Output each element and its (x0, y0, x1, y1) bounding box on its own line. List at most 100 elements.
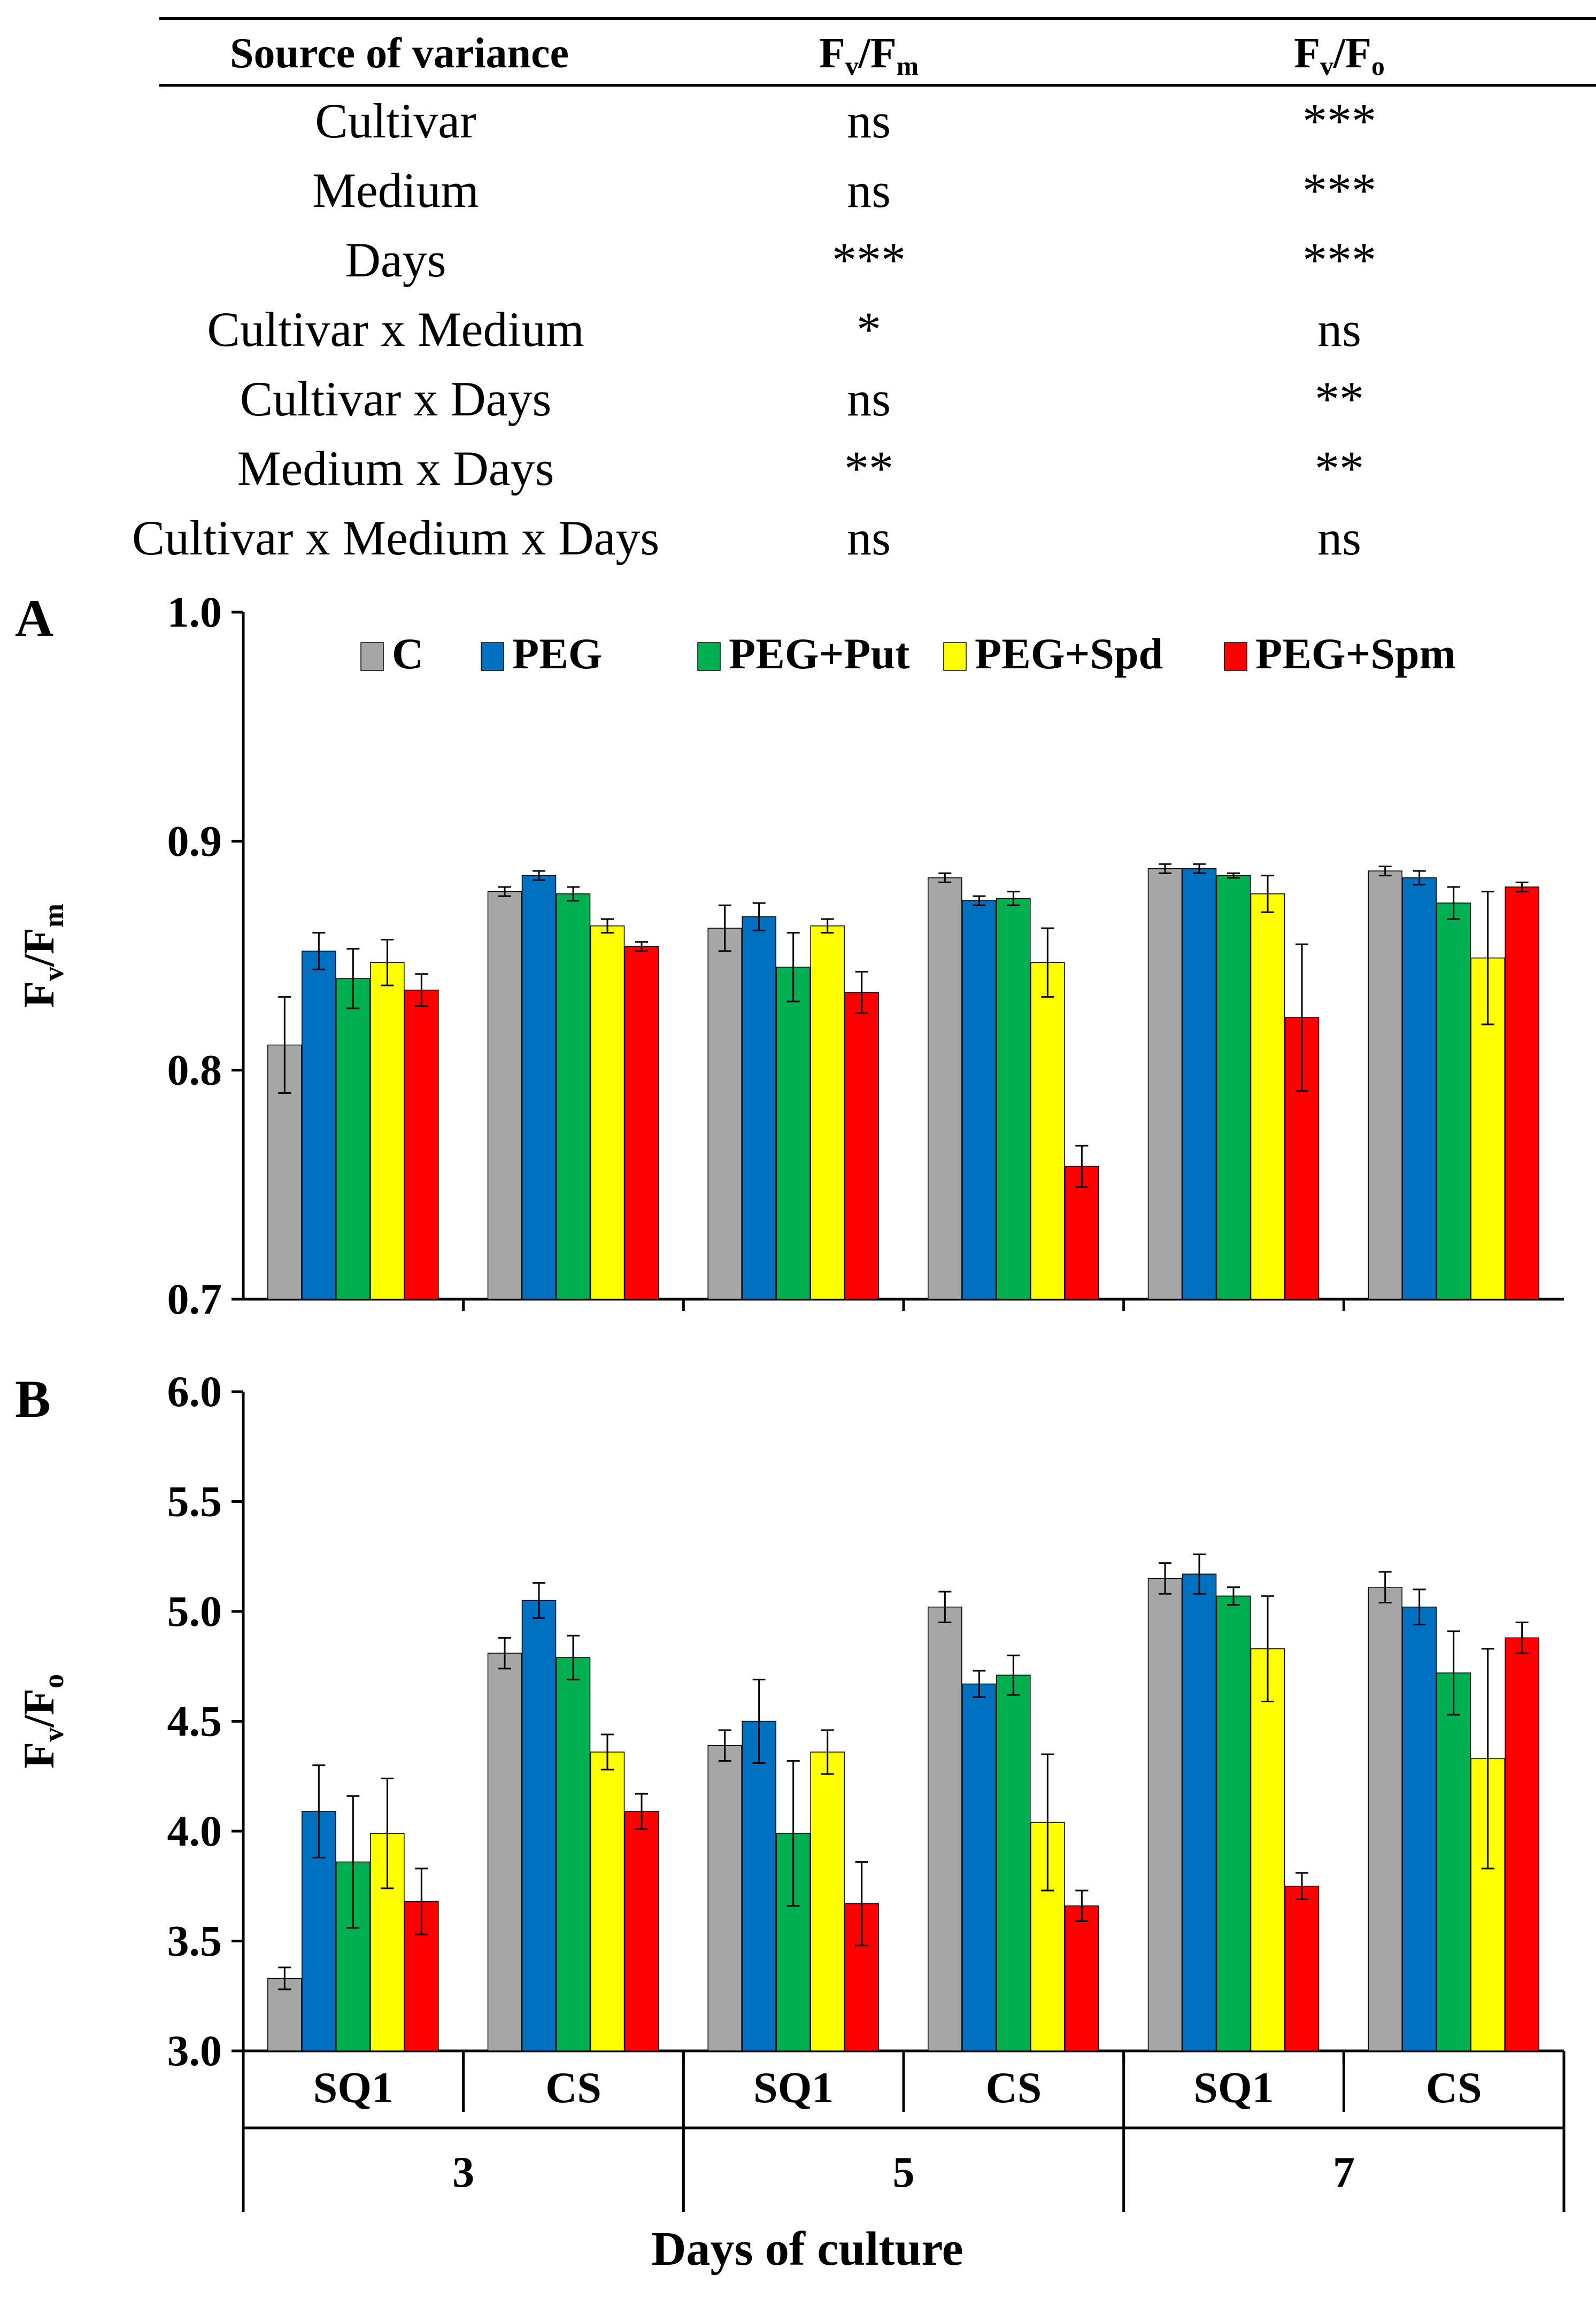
row-source: Cultivar x Medium x Days (132, 511, 660, 565)
bar (742, 916, 776, 1300)
row-source: Medium x Days (237, 441, 554, 496)
y-tick-label: 5.0 (167, 1587, 222, 1635)
bar (810, 925, 845, 1300)
y-axis-label: Fv/Fo (14, 1674, 70, 1769)
bar (928, 877, 962, 1300)
anova-table: Source of variance Fv/Fm Fv/Fo Cultivar n… (0, 0, 1596, 577)
header-fvfm: Fv/Fm (819, 30, 919, 81)
y-tick-label: 1.0 (167, 588, 222, 636)
row-fvfo: *** (1302, 163, 1376, 218)
row-fvfo: *** (1302, 233, 1376, 287)
bar (928, 1607, 962, 2051)
day-label: 7 (1333, 2148, 1355, 2196)
bar (1402, 1607, 1437, 2051)
row-fvfm: ** (844, 441, 893, 496)
row-fvfo: *** (1302, 94, 1376, 148)
bar (521, 875, 557, 1300)
row-source: Cultivar (315, 94, 476, 148)
day-label: 5 (893, 2148, 915, 2196)
bar (962, 900, 997, 1300)
y-tick-label: 5.5 (167, 1477, 222, 1526)
bar (1065, 1905, 1099, 2051)
bar (707, 928, 742, 1300)
bar (1147, 868, 1183, 1300)
panel-b-fvfo: B 3.0 3.5 4.0 4.5 5.0 5.5 6.0 Fv/Fo (14, 1367, 1564, 2075)
bar (810, 1752, 845, 2051)
bar (707, 1745, 742, 2051)
legend-label: PEG+Put (729, 629, 909, 678)
day-label: 3 (452, 2148, 474, 2196)
y-tick-label: 0.7 (167, 1275, 222, 1323)
row-fvfm: ns (847, 511, 891, 565)
bar (404, 990, 439, 1300)
bar (624, 1811, 659, 2051)
legend-swatch (360, 642, 384, 671)
bar (1402, 877, 1437, 1300)
bar (962, 1683, 997, 2051)
y-axis-label: Fv/Fm (14, 904, 70, 1008)
bar (487, 1653, 522, 2051)
legend-swatch (481, 642, 504, 671)
cultivar-label: SQ1 (313, 2063, 394, 2112)
header-fvfo: Fv/Fo (1294, 30, 1385, 81)
header-source: Source of variance (230, 30, 569, 77)
bar (1436, 902, 1471, 1300)
bar (1147, 1578, 1183, 2051)
bar (776, 967, 811, 1300)
row-fvfo: ** (1315, 441, 1364, 496)
row-fvfm: ns (847, 94, 891, 148)
legend-label: C (392, 629, 423, 678)
row-fvfo: ** (1315, 372, 1364, 426)
bar (1505, 886, 1539, 1300)
bar-charts: A 0.7 0.8 0.9 1.0 Fv/Fm C PEG PEG+Put PEG+Spd PEG+… (14, 588, 1566, 2275)
bar (1505, 1637, 1539, 2051)
bar (1250, 893, 1285, 1300)
row-fvfo: ns (1317, 302, 1361, 357)
cultivar-label: CS (545, 2063, 602, 2112)
row-source: Cultivar x Medium (207, 302, 584, 357)
row-source: Cultivar x Days (240, 372, 552, 426)
bar (1030, 962, 1065, 1300)
bar (1368, 870, 1402, 1300)
row-fvfm: ns (847, 372, 891, 426)
cultivar-label: SQ1 (1193, 2063, 1274, 2112)
bar (1182, 868, 1217, 1300)
bar (844, 992, 879, 1300)
bar (556, 1657, 591, 2051)
bar (1216, 1595, 1251, 2051)
bar (1065, 1166, 1099, 1300)
bar (1182, 1573, 1217, 2051)
bar (1250, 1648, 1285, 2051)
row-source: Medium (312, 163, 479, 218)
x-axis-title: Days of culture (651, 2223, 963, 2275)
y-tick-label: 0.8 (167, 1046, 222, 1094)
table-top-rule (159, 17, 1596, 20)
bar (302, 951, 336, 1300)
y-tick-label: 3.5 (167, 1917, 222, 1965)
bar (556, 893, 591, 1300)
bar (1436, 1672, 1471, 2051)
bar (521, 1600, 557, 2051)
bar (996, 898, 1031, 1300)
cultivar-label: CS (1426, 2063, 1482, 2112)
y-tick-label: 6.0 (167, 1367, 222, 1416)
legend-swatch (943, 642, 967, 671)
row-fvfm: ns (847, 163, 891, 218)
y-tick-label: 3.0 (167, 2026, 222, 2075)
bar (996, 1675, 1031, 2051)
bar (1216, 875, 1251, 1300)
panel-a-fvfm: A 0.7 0.8 0.9 1.0 Fv/Fm C PEG PEG+Put PEG+Spd PEG+… (14, 588, 1564, 1323)
legend: C PEG PEG+Put PEG+Spd PEG+Spm (360, 629, 1456, 678)
bar (487, 891, 522, 1300)
panel-label: A (15, 589, 53, 648)
bar (624, 946, 659, 1300)
panel-label: B (15, 1369, 51, 1429)
bar (742, 1720, 776, 2051)
bar (267, 1978, 302, 2051)
legend-swatch (1224, 642, 1247, 671)
row-fvfm: * (857, 302, 881, 357)
category-axis: SQ1 CS SQ1 CS SQ1 CS 3 5 7 Days of culture (242, 2051, 1566, 2275)
table-header-rule (159, 84, 1596, 87)
y-tick-label: 4.5 (167, 1697, 222, 1746)
row-fvfm: *** (832, 233, 906, 287)
